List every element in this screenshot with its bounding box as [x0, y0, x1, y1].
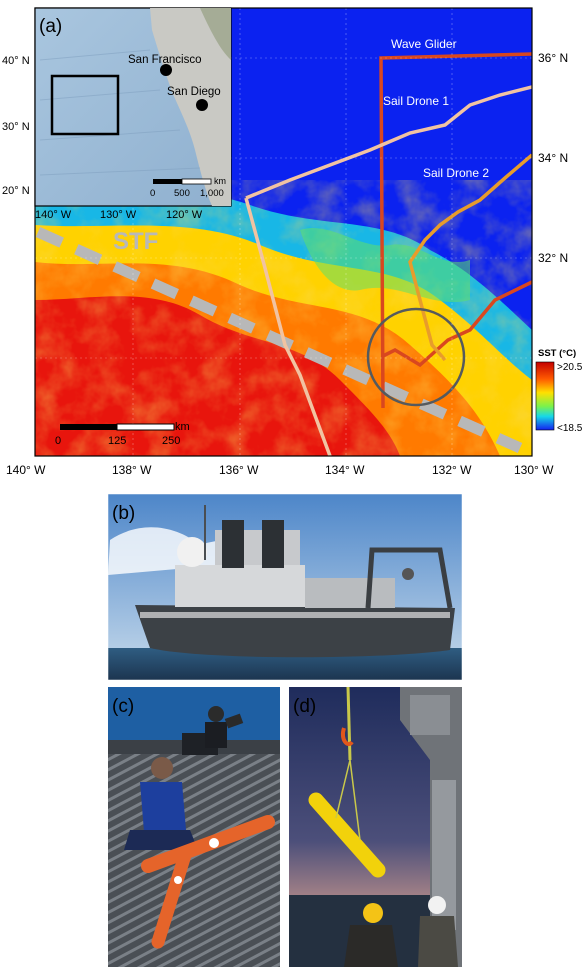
ship-radome	[177, 537, 207, 567]
inset-study-box	[50, 74, 120, 136]
photo-b	[107, 493, 463, 681]
map-scalebar-0: 0	[55, 435, 61, 447]
ship-funnel	[222, 520, 244, 568]
inset-map: San Francisco San Diego km 0 500 1,000 4…	[2, 7, 232, 221]
person-hardhat-2	[428, 896, 446, 914]
y-tick-36n: 36° N	[538, 51, 568, 65]
x-tick-132w: 132° W	[432, 463, 472, 477]
inset-seafloor-lines	[39, 49, 201, 176]
panel-label-c: (c)	[112, 696, 134, 717]
city-san-diego-marker	[196, 99, 208, 111]
map-scalebar-250: 250	[162, 435, 180, 447]
inset-x-130w: 130° W	[100, 209, 137, 221]
inset-land	[150, 8, 231, 206]
ship-superstructure	[175, 565, 305, 607]
glider-wing	[141, 815, 275, 873]
label-stf: STF	[113, 228, 158, 255]
inset-y-20n: 20° N	[2, 185, 30, 197]
instrument-float	[308, 792, 386, 878]
track-sail-drone-2	[408, 153, 532, 362]
city-san-francisco: San Francisco	[128, 54, 202, 66]
track-wave-glider	[379, 52, 532, 409]
map-scalebar-unit: km	[175, 421, 190, 433]
inset-scalebar-1000: 1,000	[200, 188, 224, 199]
map-axis-x: 140° W 138° W 136° W 134° W 132° W 130° …	[6, 463, 554, 477]
inset-land-relief	[200, 8, 231, 60]
sst-map	[35, 8, 532, 456]
map-frame	[34, 7, 533, 457]
map-scalebar: km 0 125 250	[55, 421, 190, 447]
photo-c	[108, 687, 280, 967]
inset-x-140w: 140° W	[35, 209, 72, 221]
person-kneeling-head	[151, 757, 173, 779]
x-tick-140w: 140° W	[6, 463, 46, 477]
inset-scalebar-unit: km	[214, 176, 226, 186]
label-sail-drone-2: Sail Drone 2	[423, 166, 489, 180]
inset-scalebar-0: 0	[150, 188, 155, 199]
track-sail-drone-1	[244, 85, 532, 456]
inset-scalebar-500: 500	[174, 188, 190, 199]
city-san-francisco-marker	[160, 64, 172, 76]
crane-hook	[341, 727, 354, 746]
x-tick-136w: 136° W	[219, 463, 259, 477]
y-tick-34n: 34° N	[538, 151, 568, 165]
x-tick-138w: 138° W	[112, 463, 152, 477]
panel-label-d: (d)	[293, 696, 316, 717]
city-san-diego: San Diego	[167, 86, 221, 98]
person-hardhat-1	[363, 903, 383, 923]
map-scalebar-125: 125	[108, 435, 126, 447]
panel-label-a: (a)	[39, 16, 62, 37]
person-2	[418, 916, 458, 967]
inset-x-120w: 120° W	[166, 209, 203, 221]
ship-hull	[135, 605, 455, 658]
x-tick-130w: 130° W	[514, 463, 554, 477]
study-area-circle	[366, 307, 466, 407]
colorbar-gradient	[535, 361, 555, 431]
x-tick-134w: 134° W	[325, 463, 365, 477]
sst-colorbar: SST (°C) >20.5 <18.5	[535, 348, 583, 434]
sst-texture	[35, 180, 532, 456]
subtropical-front-line	[35, 226, 523, 454]
person-1	[344, 925, 398, 967]
glider-body	[151, 845, 193, 949]
map-axis-y: 36° N 34° N 32° N	[538, 51, 568, 265]
label-sail-drone-1: Sail Drone 1	[383, 94, 449, 108]
y-tick-32n: 32° N	[538, 251, 568, 265]
colorbar-min: <18.5	[557, 423, 583, 434]
track-wave-glider-return	[382, 280, 532, 368]
label-wave-glider: Wave Glider	[391, 37, 457, 51]
inset-y-40n: 40° N	[2, 55, 30, 67]
colorbar-title: SST (°C)	[538, 348, 576, 359]
ship-a-frame	[365, 547, 453, 609]
panel-label-b: (b)	[112, 503, 135, 524]
inset-y-30n: 30° N	[2, 121, 30, 133]
person-kneeling-jacket	[140, 782, 186, 832]
sst-eddy	[300, 227, 470, 303]
colorbar-max: >20.5	[557, 362, 583, 373]
photo-d	[289, 686, 462, 967]
